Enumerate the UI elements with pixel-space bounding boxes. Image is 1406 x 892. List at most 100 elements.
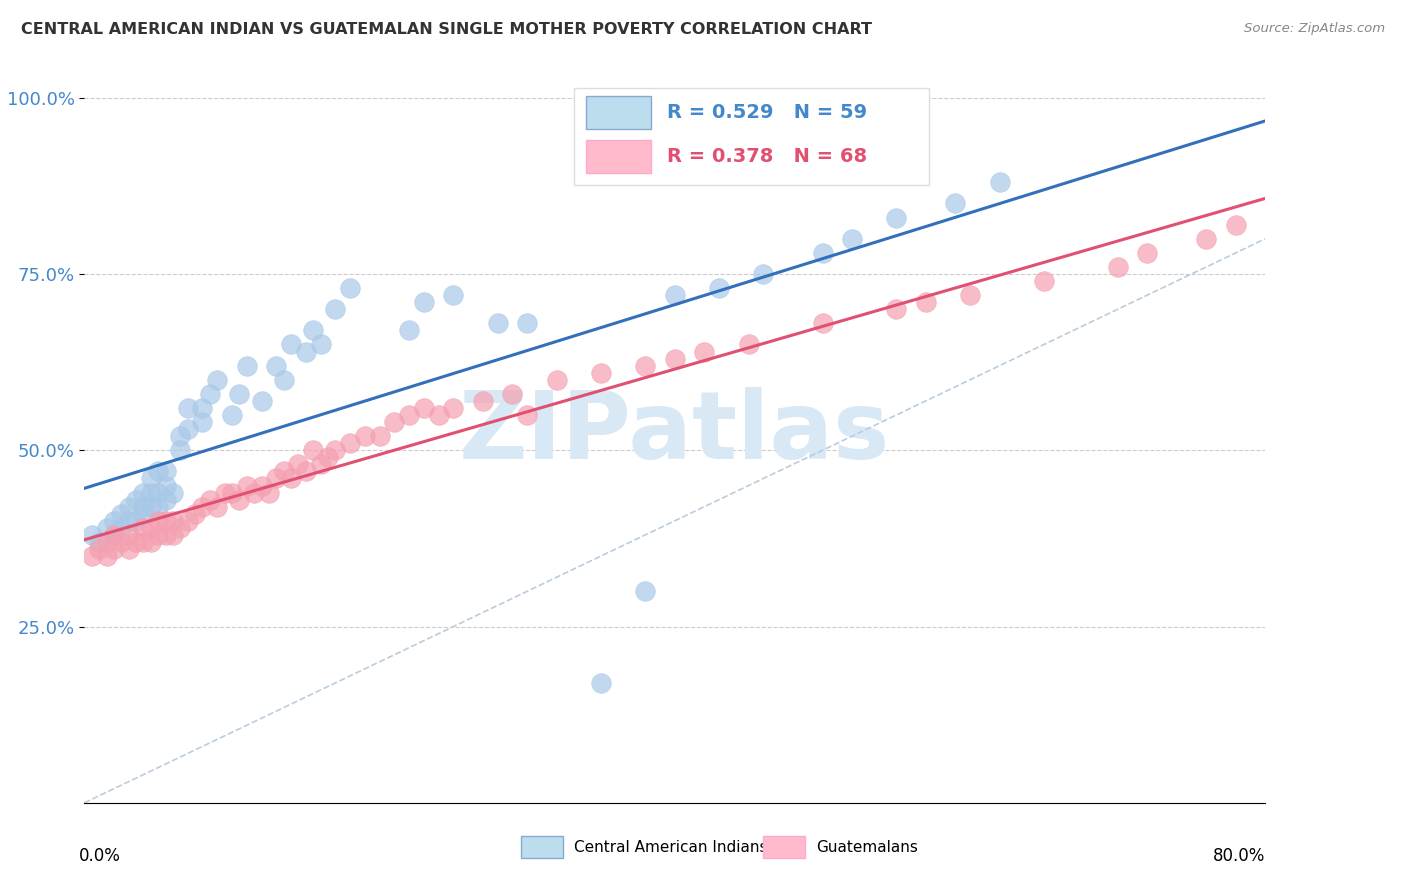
Point <box>443 401 465 415</box>
Text: R = 0.378   N = 68: R = 0.378 N = 68 <box>666 147 866 166</box>
Point <box>516 316 538 330</box>
Point <box>87 535 111 549</box>
Point <box>664 288 686 302</box>
Point <box>295 464 318 478</box>
Point <box>155 464 177 478</box>
Point <box>139 471 162 485</box>
Point <box>1107 260 1129 274</box>
Point <box>139 500 162 514</box>
Point <box>80 528 103 542</box>
Point <box>132 485 155 500</box>
Text: R = 0.529   N = 59: R = 0.529 N = 59 <box>666 103 866 121</box>
Text: Guatemalans: Guatemalans <box>817 839 918 855</box>
Point <box>915 295 938 310</box>
Point <box>236 478 259 492</box>
Point <box>398 323 420 337</box>
Point <box>221 408 243 422</box>
Point <box>368 429 391 443</box>
Point <box>273 373 295 387</box>
Point <box>221 485 243 500</box>
Bar <box>763 836 804 858</box>
Point <box>125 514 148 528</box>
Point <box>266 471 288 485</box>
Point <box>501 387 523 401</box>
Point <box>236 359 259 373</box>
Point <box>103 528 125 542</box>
Point <box>214 485 236 500</box>
Point <box>148 464 170 478</box>
Point <box>177 422 200 436</box>
Point <box>472 393 495 408</box>
Point <box>169 443 191 458</box>
Point <box>250 393 273 408</box>
Point <box>148 500 170 514</box>
Point <box>184 507 207 521</box>
Point <box>325 443 347 458</box>
Point <box>354 429 377 443</box>
Point <box>243 485 266 500</box>
Text: Source: ZipAtlas.com: Source: ZipAtlas.com <box>1244 22 1385 36</box>
Point <box>110 535 132 549</box>
Point <box>302 443 325 458</box>
Point <box>132 535 155 549</box>
Point <box>162 485 184 500</box>
Point <box>302 323 325 337</box>
Point <box>250 478 273 492</box>
Point <box>316 450 339 465</box>
Point <box>125 535 148 549</box>
Point <box>427 408 450 422</box>
Point <box>886 302 908 317</box>
Point <box>634 584 657 599</box>
Text: Central American Indians: Central American Indians <box>575 839 768 855</box>
Point <box>257 485 280 500</box>
Point <box>959 288 981 302</box>
Point <box>287 458 309 472</box>
Point <box>110 521 132 535</box>
Point <box>148 528 170 542</box>
Point <box>382 415 406 429</box>
Point <box>132 500 155 514</box>
Point <box>811 245 834 260</box>
Point <box>339 436 361 450</box>
Point <box>280 471 302 485</box>
Point <box>103 514 125 528</box>
Point <box>413 401 436 415</box>
Point <box>228 387 250 401</box>
Text: ZIPatlas: ZIPatlas <box>460 386 890 479</box>
Point <box>139 535 162 549</box>
Point <box>110 507 132 521</box>
Point <box>162 514 184 528</box>
Point <box>118 541 141 556</box>
Point <box>591 366 613 380</box>
Point <box>96 521 118 535</box>
Point <box>1033 274 1056 288</box>
Point <box>155 528 177 542</box>
Point <box>139 521 162 535</box>
Point <box>96 549 118 563</box>
Point <box>139 485 162 500</box>
Point <box>207 500 229 514</box>
Point <box>1195 232 1218 246</box>
Point <box>148 514 170 528</box>
Bar <box>522 836 562 858</box>
Point <box>841 232 863 246</box>
Point <box>413 295 436 310</box>
Point <box>103 541 125 556</box>
Point <box>693 344 716 359</box>
Point <box>309 337 332 351</box>
Point <box>191 415 214 429</box>
Point <box>1225 218 1247 232</box>
Point <box>886 211 908 225</box>
Text: CENTRAL AMERICAN INDIAN VS GUATEMALAN SINGLE MOTHER POVERTY CORRELATION CHART: CENTRAL AMERICAN INDIAN VS GUATEMALAN SI… <box>21 22 872 37</box>
Point <box>309 458 332 472</box>
Point <box>177 401 200 415</box>
Point <box>118 500 141 514</box>
Point <box>198 492 221 507</box>
Point <box>709 281 731 295</box>
Point <box>228 492 250 507</box>
Point <box>486 316 509 330</box>
Point <box>96 535 118 549</box>
Point <box>198 387 221 401</box>
Point <box>155 514 177 528</box>
Bar <box>575 88 929 185</box>
